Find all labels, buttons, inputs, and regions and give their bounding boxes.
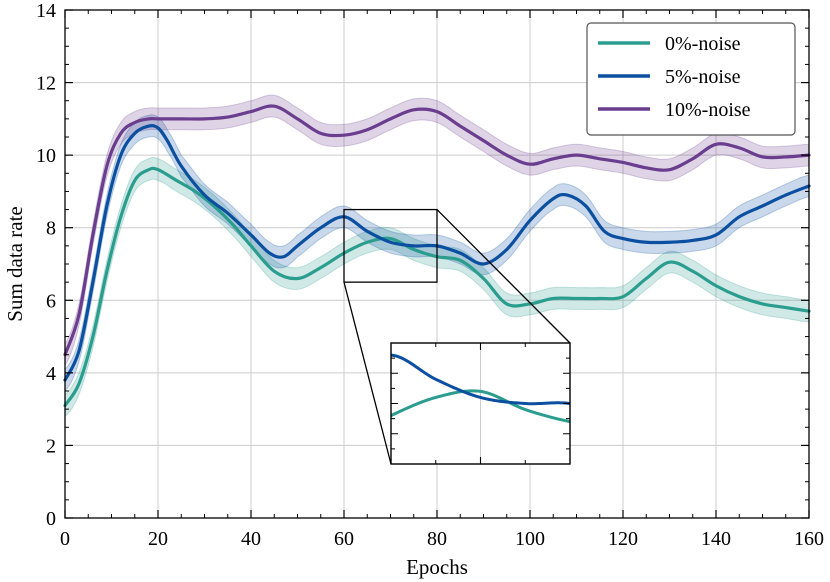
- x-tick-label: 80: [427, 528, 447, 550]
- x-tick-label: 40: [241, 528, 261, 550]
- inset-series-line-0: [391, 389, 570, 424]
- legend-label-0: 0%-noise: [665, 33, 741, 55]
- y-tick-label: 0: [46, 508, 56, 530]
- series-lines: [63, 104, 811, 408]
- y-tick-label: 8: [46, 218, 56, 240]
- y-tick-label: 4: [46, 363, 56, 385]
- legend: 0%-noise 5%-noise 10%-noise: [586, 22, 796, 136]
- series-line-2: [63, 104, 811, 357]
- x-tick-label: 120: [608, 528, 638, 550]
- axis-ticks: [64, 9, 810, 519]
- x-tick-label: 100: [515, 528, 545, 550]
- y-tick-label: 12: [36, 73, 56, 95]
- inset-frame: [390, 342, 571, 465]
- x-tick-label: 60: [334, 528, 354, 550]
- x-axis-label: Epochs: [406, 555, 468, 579]
- series-line-1: [63, 124, 811, 382]
- y-tick-label: 6: [46, 290, 56, 312]
- inset-lines: [391, 353, 570, 424]
- zoom-connector-line: [436, 209, 571, 344]
- y-tick-labels: 0 2 4 6 8 10 12 14: [36, 0, 56, 530]
- x-tick-label: 20: [148, 528, 168, 550]
- y-axis-label: Sum data rate: [3, 206, 27, 321]
- x-tick-label: 0: [60, 528, 70, 550]
- legend-box: [586, 22, 796, 136]
- y-tick-label: 2: [46, 435, 56, 457]
- y-tick-label: 14: [36, 0, 56, 22]
- x-tick-labels: 0 20 40 60 80 100 120 140 160: [60, 528, 824, 550]
- legend-label-1: 5%-noise: [665, 66, 741, 88]
- y-tick-label: 10: [36, 145, 56, 167]
- inset-plot: [390, 342, 571, 465]
- zoom-region-box: [343, 208, 438, 283]
- x-tick-label: 140: [701, 528, 731, 550]
- legend-label-2: 10%-noise: [665, 99, 751, 121]
- plot-frame: [64, 9, 810, 519]
- inset-series-line-1: [391, 353, 570, 406]
- series-line-0: [63, 166, 811, 408]
- zoom-indicator: [343, 208, 571, 465]
- x-tick-label: 160: [794, 528, 824, 550]
- zoom-connector-line: [343, 281, 392, 465]
